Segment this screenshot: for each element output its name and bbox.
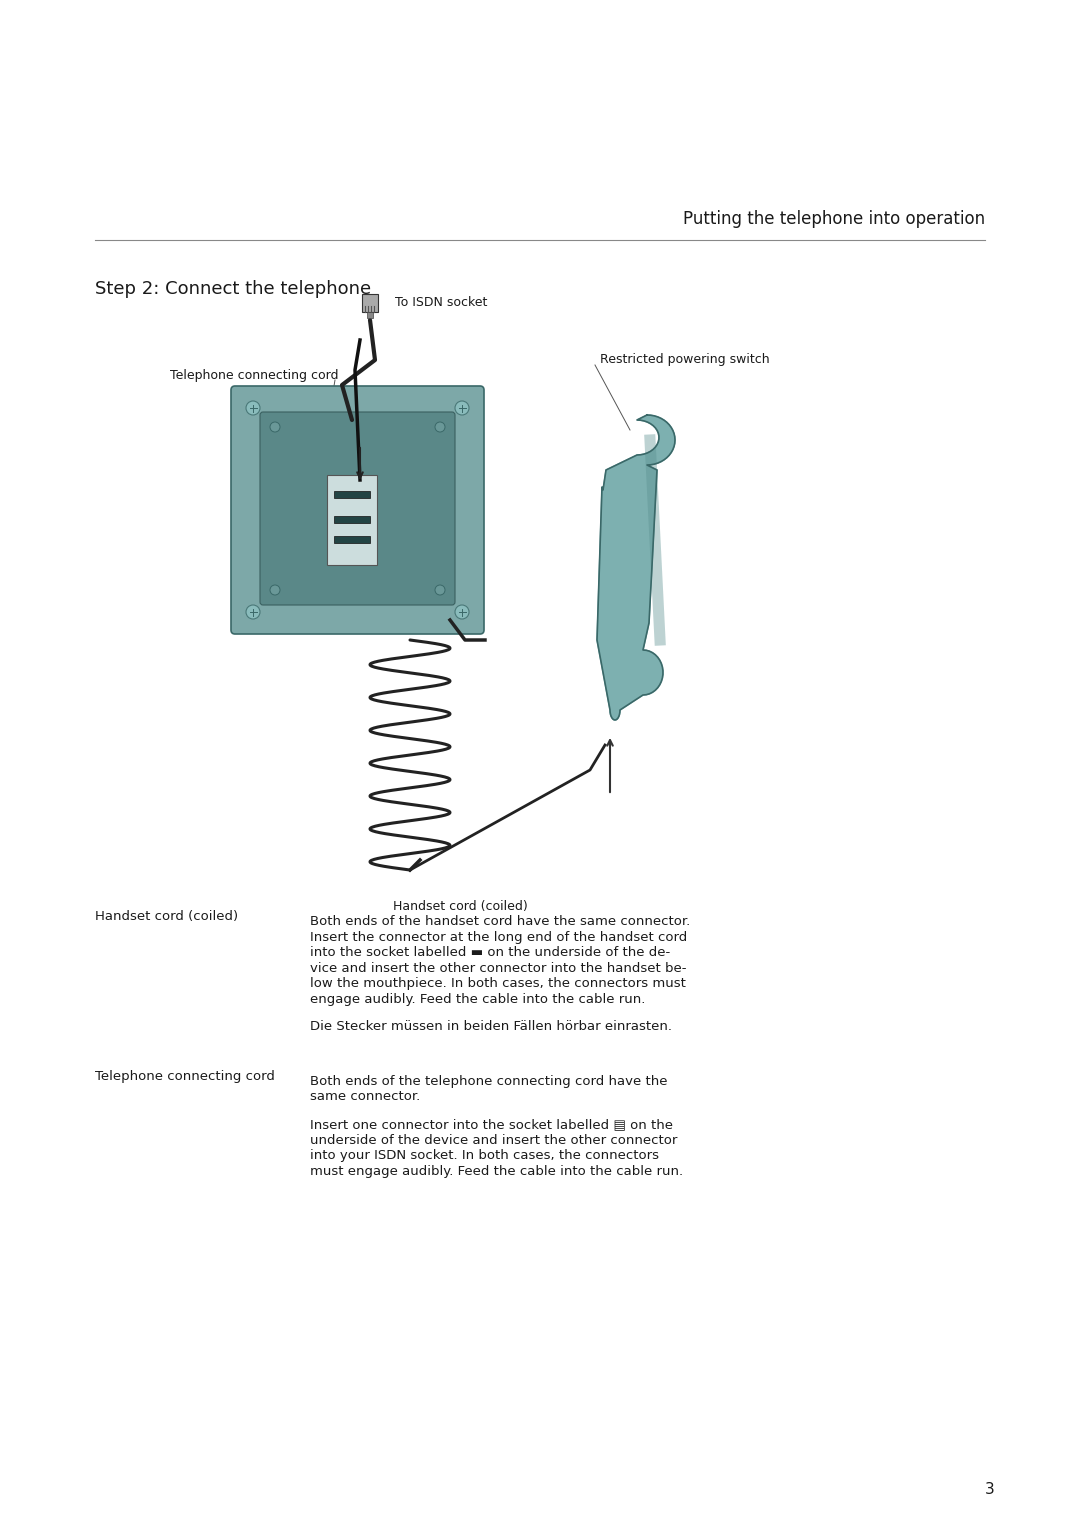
Text: Step 2: Connect the telephone: Step 2: Connect the telephone bbox=[95, 280, 372, 298]
Text: Insert the connector at the long end of the handset cord: Insert the connector at the long end of … bbox=[310, 931, 687, 943]
Text: Telephone connecting cord: Telephone connecting cord bbox=[95, 1070, 275, 1083]
Circle shape bbox=[435, 585, 445, 594]
Circle shape bbox=[246, 400, 260, 416]
Circle shape bbox=[270, 422, 280, 432]
Text: To ISDN socket: To ISDN socket bbox=[395, 295, 487, 309]
Circle shape bbox=[455, 400, 469, 416]
Text: Handset cord (coiled): Handset cord (coiled) bbox=[95, 911, 238, 923]
Polygon shape bbox=[597, 416, 675, 720]
Text: into the socket labelled ▬ on the underside of the de-: into the socket labelled ▬ on the unders… bbox=[310, 946, 671, 960]
Bar bbox=[367, 312, 373, 318]
Text: must engage audibly. Feed the cable into the cable run.: must engage audibly. Feed the cable into… bbox=[310, 1164, 684, 1178]
Text: Restricted powering switch: Restricted powering switch bbox=[600, 353, 770, 367]
Circle shape bbox=[435, 422, 445, 432]
Text: into your ISDN socket. In both cases, the connectors: into your ISDN socket. In both cases, th… bbox=[310, 1149, 659, 1161]
Circle shape bbox=[270, 585, 280, 594]
Text: Handset cord (coiled): Handset cord (coiled) bbox=[393, 900, 527, 914]
Text: Telephone connecting cord: Telephone connecting cord bbox=[170, 368, 338, 382]
Text: Die Stecker müssen in beiden Fällen hörbar einrasten.: Die Stecker müssen in beiden Fällen hörb… bbox=[310, 1021, 672, 1033]
Text: Both ends of the handset cord have the same connector.: Both ends of the handset cord have the s… bbox=[310, 915, 690, 927]
Text: Insert one connector into the socket labelled ▤ on the: Insert one connector into the socket lab… bbox=[310, 1118, 673, 1131]
FancyBboxPatch shape bbox=[231, 387, 484, 634]
Bar bbox=[334, 516, 370, 523]
Circle shape bbox=[246, 605, 260, 619]
Text: same connector.: same connector. bbox=[310, 1091, 420, 1103]
Text: engage audibly. Feed the cable into the cable run.: engage audibly. Feed the cable into the … bbox=[310, 993, 646, 1005]
Text: Both ends of the telephone connecting cord have the: Both ends of the telephone connecting co… bbox=[310, 1076, 667, 1088]
Bar bbox=[327, 475, 377, 565]
Text: underside of the device and insert the other connector: underside of the device and insert the o… bbox=[310, 1134, 677, 1146]
Bar bbox=[334, 536, 370, 542]
Text: low the mouthpiece. In both cases, the connectors must: low the mouthpiece. In both cases, the c… bbox=[310, 976, 686, 990]
Text: Putting the telephone into operation: Putting the telephone into operation bbox=[683, 209, 985, 228]
FancyBboxPatch shape bbox=[362, 293, 378, 312]
Bar bbox=[334, 490, 370, 498]
Text: 3: 3 bbox=[985, 1482, 995, 1497]
FancyBboxPatch shape bbox=[260, 413, 455, 605]
Circle shape bbox=[455, 605, 469, 619]
Text: vice and insert the other connector into the handset be-: vice and insert the other connector into… bbox=[310, 961, 687, 975]
